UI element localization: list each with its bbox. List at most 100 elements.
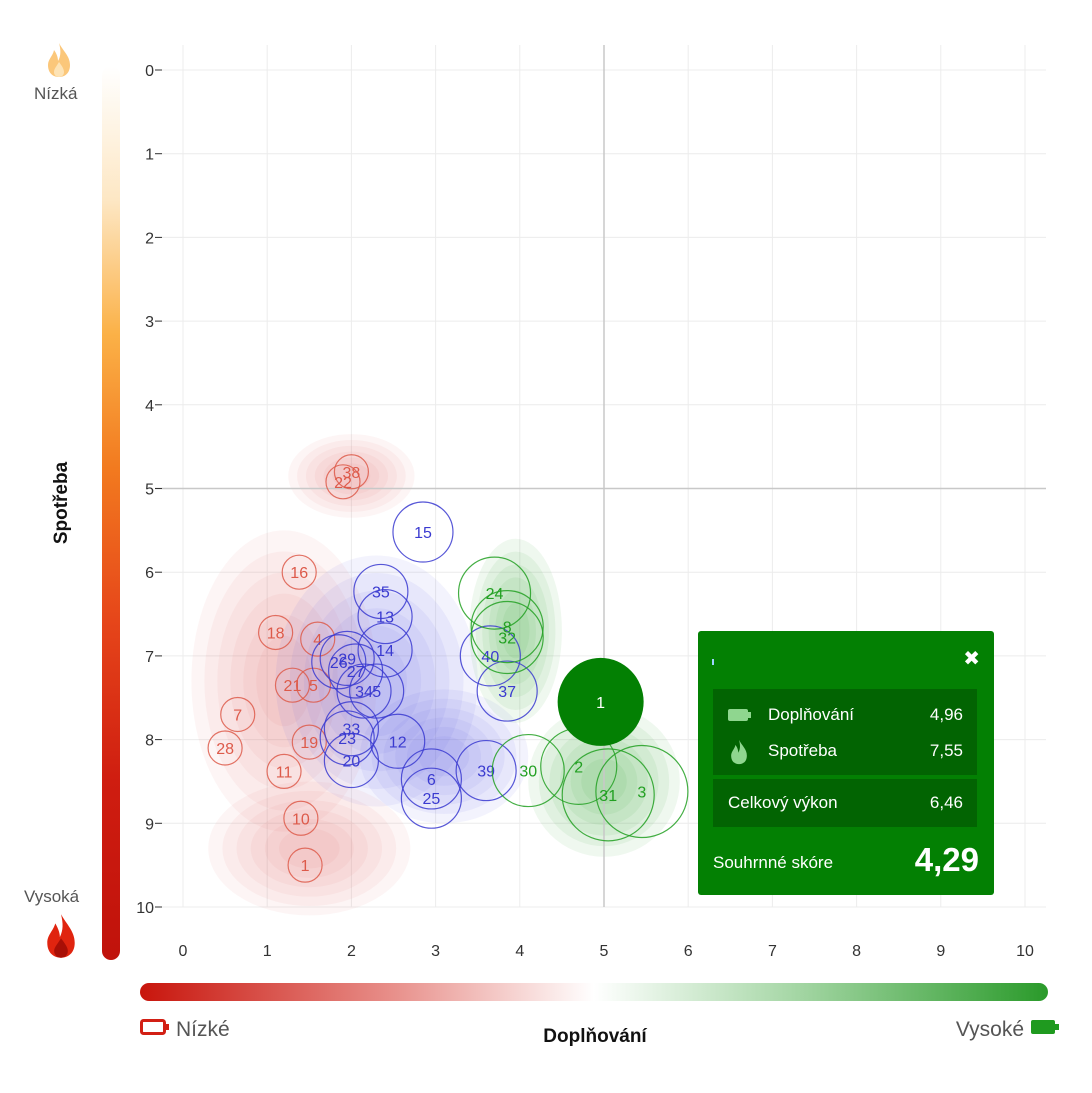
point-label: 31 (599, 788, 617, 805)
density-red (256, 635, 312, 727)
point-red: 5 (295, 667, 332, 703)
point-red: 11 (266, 753, 302, 790)
y-tick-label: 4 (145, 398, 154, 415)
point-blue: 20 (323, 732, 379, 789)
tooltip-row-doplnovani: Doplňování 4,96 (713, 701, 977, 731)
point-circle (319, 710, 375, 766)
density-blue (318, 608, 436, 754)
x-tick-label: 3 (431, 943, 440, 960)
density-green (501, 603, 530, 659)
point-label: 37 (498, 684, 516, 701)
flame-icon (729, 739, 749, 770)
point-circle (457, 556, 532, 630)
y-axis-title: Spotřeba (51, 461, 72, 545)
density-red (288, 434, 415, 518)
point-label: 20 (343, 754, 361, 771)
point-label: 35 (372, 584, 390, 601)
flame-low-icon (45, 42, 73, 83)
tooltip-marker (712, 659, 714, 665)
point-blue: 6 (400, 748, 462, 810)
point-label: 32 (498, 630, 516, 647)
point-label: 6 (427, 772, 436, 789)
density-blue (359, 689, 529, 824)
x-tick-label: 4 (515, 943, 524, 960)
point-circle (333, 454, 369, 490)
y-gradient-bar (102, 66, 120, 960)
point-label: 25 (422, 791, 440, 808)
point-circle (287, 847, 323, 883)
point-circle (470, 600, 544, 675)
tooltip-total-label: Celkový výkon (728, 793, 838, 812)
point-circle (455, 739, 517, 802)
point-blue: 14 (357, 622, 413, 678)
x-tick-label: 1 (263, 943, 272, 960)
point-label: 11 (276, 764, 293, 781)
highlight-label: 1 (596, 695, 605, 712)
point-label: 12 (389, 734, 407, 751)
point-green: 32 (470, 600, 544, 675)
x-tick-label: 7 (768, 943, 777, 960)
x-axis-title: Doplňování (543, 1026, 647, 1047)
point-red: 28 (207, 730, 243, 766)
point-green: 3 (595, 744, 689, 839)
flame-high-icon (45, 913, 77, 964)
point-circle (400, 748, 462, 810)
point-blue: 35 (353, 563, 409, 620)
x-tick-label: 6 (684, 943, 693, 960)
point-label: 39 (477, 764, 495, 781)
x-low-legend: Nízké (140, 1018, 230, 1042)
y-tick-label: 2 (145, 230, 154, 247)
point-label: 15 (414, 525, 432, 542)
tooltip-row-spotreba: Spotřeba 7,55 (713, 737, 977, 767)
point-circle (323, 701, 379, 757)
tooltip-panel: ✖ Doplňování 4,96 Spotřeba 7,55 Celkový … (698, 631, 994, 895)
point-label: 30 (519, 764, 537, 781)
point-red: 7 (220, 696, 256, 733)
point-red: 19 (291, 724, 327, 760)
point-label: 38 (343, 465, 361, 482)
point-red: 4 (300, 621, 336, 657)
point-label: 5 (372, 684, 381, 701)
x-tick-label: 10 (1016, 943, 1034, 960)
density-blue (406, 726, 482, 786)
point-red: 18 (258, 614, 294, 651)
point-blue: 39 (455, 739, 517, 802)
tooltip-row-value: 4,96 (929, 705, 963, 724)
point-label: 24 (486, 586, 504, 603)
point-green: 24 (457, 556, 532, 630)
point-circle (595, 744, 689, 839)
point-circle (392, 501, 454, 563)
y-tick-label: 9 (145, 816, 154, 833)
y-tick-label: 7 (145, 649, 154, 666)
y-tick-label: 3 (145, 314, 154, 331)
point-circle (357, 622, 413, 678)
point-blue: 26 (311, 634, 367, 690)
density-blue (289, 573, 464, 789)
density-blue (303, 590, 450, 772)
y-tick-label: 6 (145, 565, 154, 582)
point-circle (295, 667, 332, 703)
highlight-circle (557, 657, 644, 746)
density-red (204, 551, 364, 811)
point-label: 26 (330, 655, 348, 672)
tooltip-metrics: Doplňování 4,96 Spotřeba 7,55 (713, 689, 977, 775)
reference-lines (155, 45, 1046, 907)
density-red (217, 572, 351, 790)
point-blue: 40 (459, 625, 521, 687)
x-gradient-bar (140, 983, 1048, 1001)
point-label: 22 (334, 475, 352, 492)
point-circle (459, 625, 521, 687)
point-label: 7 (233, 707, 242, 724)
close-icon[interactable]: ✖ (963, 648, 980, 670)
tooltip-row-value: 7,55 (929, 741, 963, 760)
point-circle (336, 663, 392, 719)
point-circle (300, 621, 336, 657)
point-label: 14 (376, 643, 394, 660)
point-label: 18 (267, 625, 285, 642)
point-circle (281, 554, 317, 590)
point-label: 34 (355, 684, 373, 701)
point-circle (319, 630, 375, 687)
point-blue: 34 (336, 663, 392, 719)
